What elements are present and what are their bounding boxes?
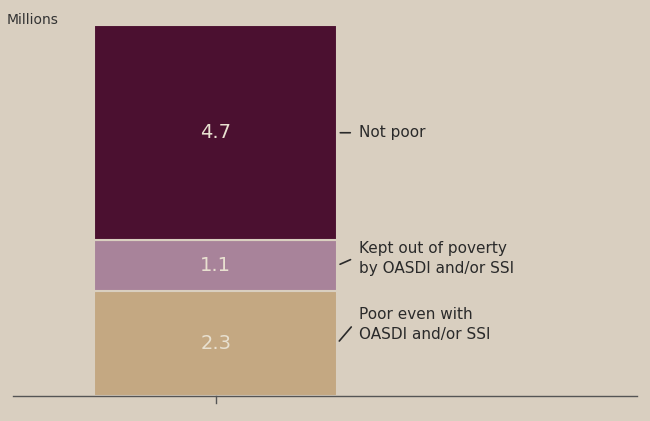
Bar — [94, 290, 337, 396]
Text: 2.3: 2.3 — [200, 333, 231, 353]
Text: Poor even with
OASDI and/or SSI: Poor even with OASDI and/or SSI — [359, 307, 491, 342]
Text: 4.7: 4.7 — [200, 123, 231, 142]
Text: Not poor: Not poor — [359, 125, 426, 140]
Bar — [94, 25, 337, 240]
Text: Millions: Millions — [6, 13, 58, 27]
Text: 1.1: 1.1 — [200, 256, 231, 275]
Text: Kept out of poverty
by OASDI and/or SSI: Kept out of poverty by OASDI and/or SSI — [359, 241, 514, 276]
Bar — [94, 240, 337, 290]
